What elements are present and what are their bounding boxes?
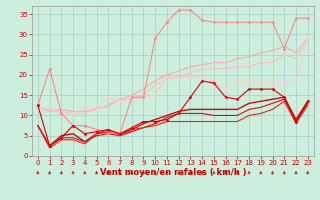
X-axis label: Vent moyen/en rafales ( km/h ): Vent moyen/en rafales ( km/h ): [100, 168, 246, 177]
